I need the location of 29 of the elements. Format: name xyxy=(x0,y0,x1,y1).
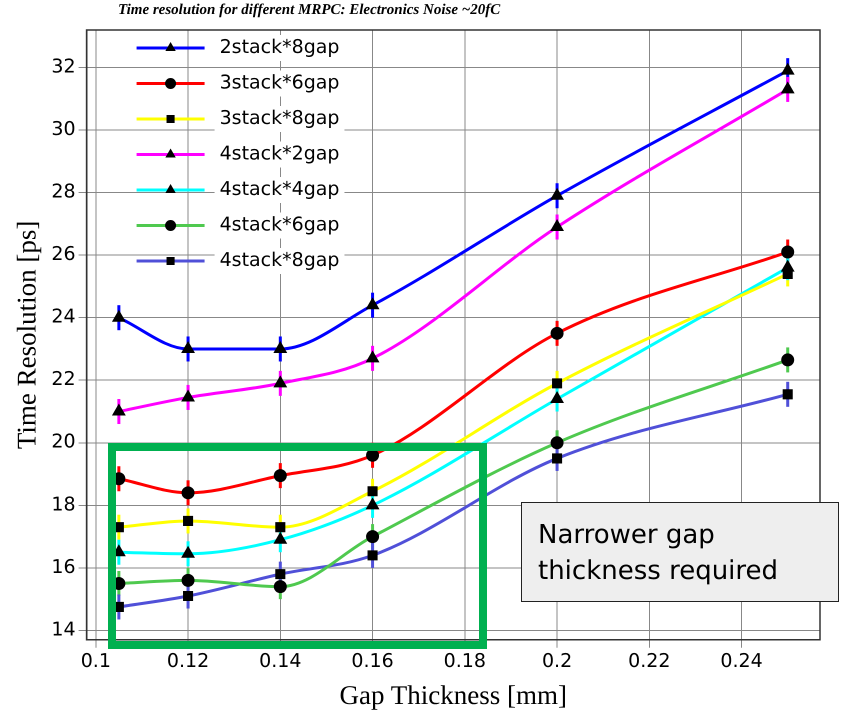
y-tick-label: 24 xyxy=(51,306,76,328)
x-tick-label: 0.24 xyxy=(720,650,763,672)
x-tick-label: 0.2 xyxy=(542,650,572,672)
y-axis-title: Time Resolution [ps] xyxy=(11,220,42,450)
y-tick-label: 14 xyxy=(51,618,76,640)
x-tick-label: 0.14 xyxy=(259,650,302,672)
y-tick-label: 16 xyxy=(51,556,76,578)
y-tick-label: 32 xyxy=(51,55,76,78)
x-tick-label: 0.22 xyxy=(628,650,670,672)
x-tick-label: 0.12 xyxy=(166,650,210,672)
y-tick-label: 26 xyxy=(51,243,76,266)
y-tick-label: 28 xyxy=(51,180,76,203)
x-tick-label: 0.18 xyxy=(444,650,486,672)
legend-label: 3stack*8gap xyxy=(220,106,340,129)
annotation: Narrower gap thickness required xyxy=(521,502,839,602)
y-tick-label: 18 xyxy=(51,493,76,516)
legend-label: 4stack*8gap xyxy=(220,248,340,271)
y-tick-label: 22 xyxy=(51,368,76,390)
legend-label: 2stack*8gap xyxy=(220,36,340,58)
x-tick-label: 0.1 xyxy=(80,650,111,672)
x-tick-label: 0.16 xyxy=(351,650,394,672)
y-tick-label: 20 xyxy=(51,430,76,453)
legend-label: 4stack*2gap xyxy=(220,142,340,164)
legend-label: 4stack*4gap xyxy=(220,178,340,200)
x-axis-title: Gap Thickness [mm] xyxy=(340,680,568,710)
legend-label: 3stack*6gap xyxy=(220,71,340,94)
chart-title: Time resolution for different MRPC: Electronics Noise ~20fC xyxy=(118,2,500,19)
y-tick-label: 30 xyxy=(51,118,76,140)
legend-label: 4stack*6gap xyxy=(220,213,340,236)
